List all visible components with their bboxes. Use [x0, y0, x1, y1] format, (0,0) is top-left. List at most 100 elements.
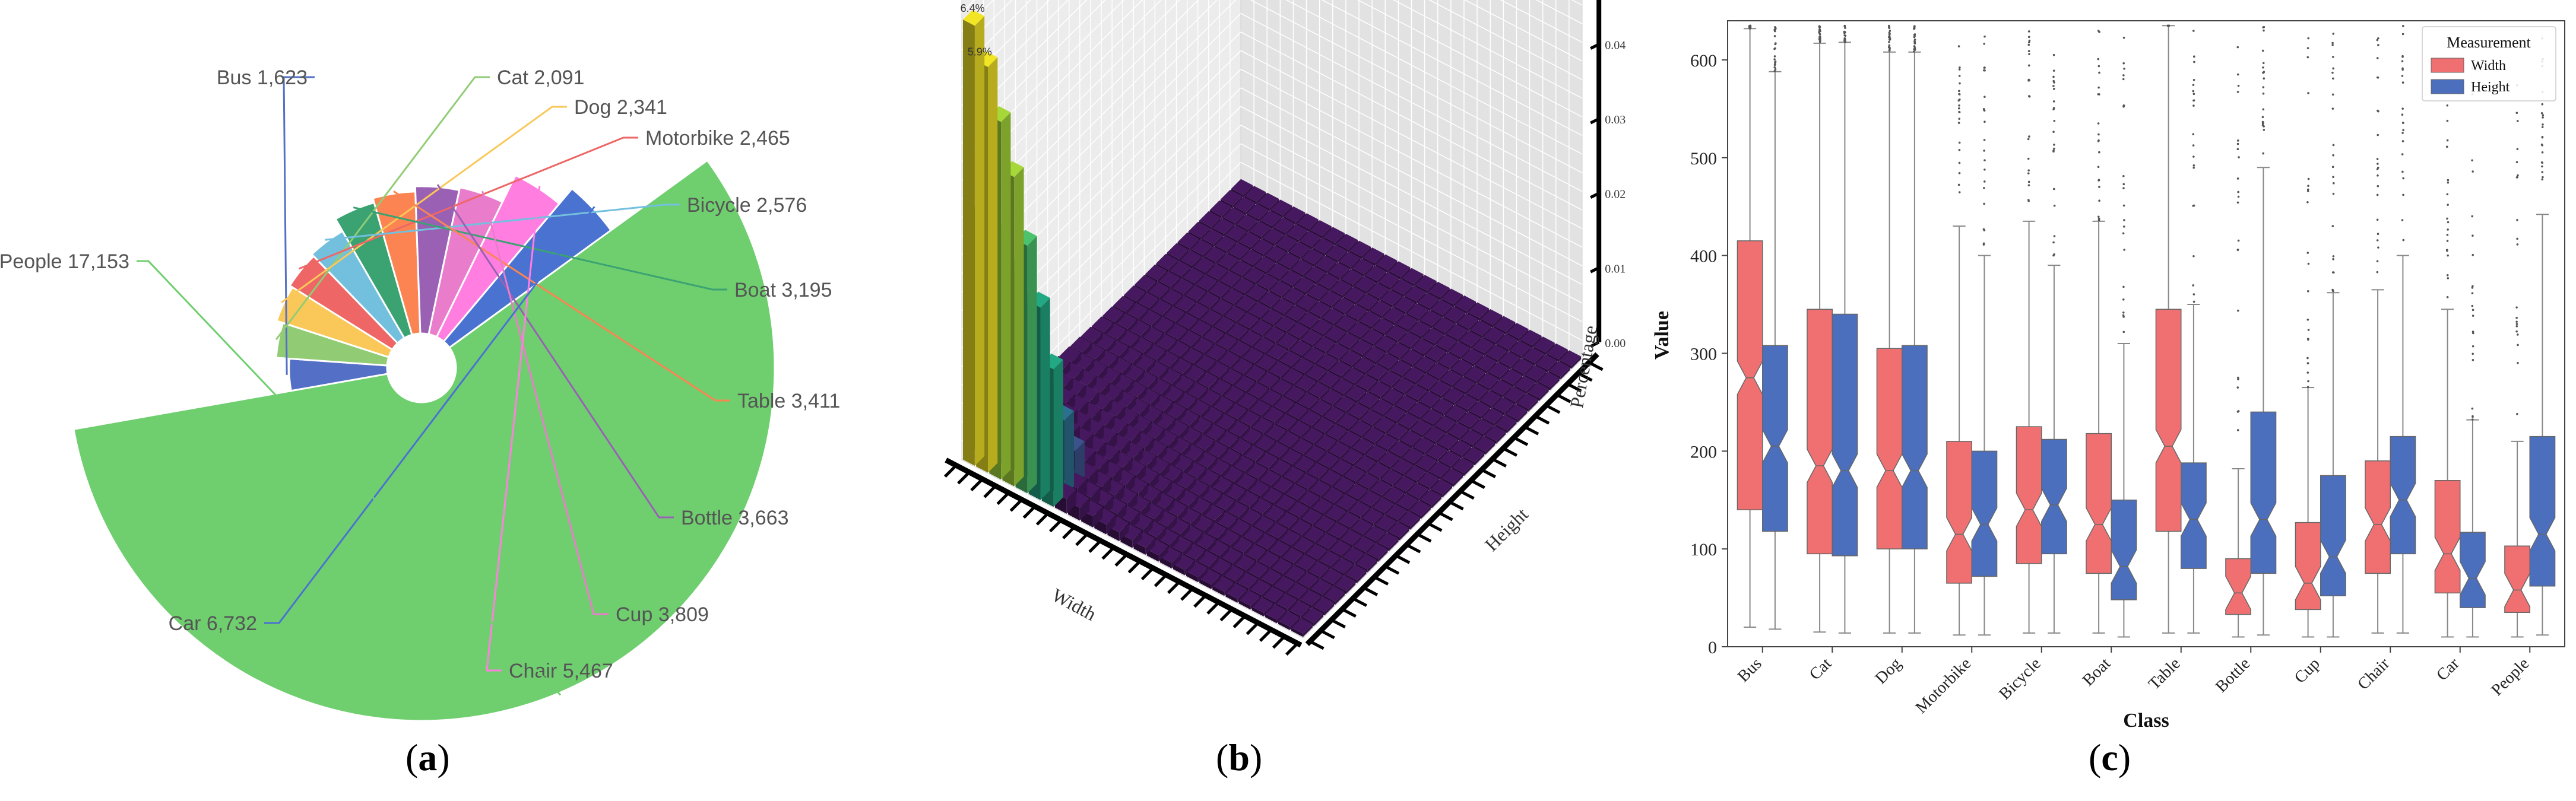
- rose-label-car: Car 6,732: [169, 612, 257, 635]
- caption-b-letter: b: [1228, 736, 1250, 778]
- plot-frame: [1727, 20, 2565, 647]
- box-width-people: [2504, 43, 2530, 638]
- y-tick-label-3: 300: [1690, 344, 1717, 364]
- bar-w12-h0: [1120, 524, 1142, 548]
- y-tick-label-2: 200: [1690, 442, 1717, 462]
- bar-w25-h0: [1291, 618, 1313, 637]
- box-width-car: [2434, 58, 2461, 638]
- width-axis-label: Width: [1048, 584, 1100, 625]
- rose-leader-bus: [283, 76, 315, 375]
- y-tick-label-4: 400: [1690, 247, 1717, 266]
- bar3d-chart: 6.4%5.9%0.000.010.020.030.040.050.06Widt…: [944, 0, 1626, 656]
- peak-label-2: 5.9%: [968, 46, 992, 58]
- z-tick-2: 0.02: [1605, 188, 1626, 201]
- box-height-chair: [2390, 25, 2416, 634]
- bar-w11-h0: [1107, 516, 1129, 541]
- z-tick-1: 0.01: [1605, 262, 1626, 275]
- y-tick-label-1: 100: [1690, 540, 1717, 560]
- box-width-table: [2155, 24, 2182, 634]
- y-tick-label-0: 0: [1708, 638, 1717, 657]
- x-tick-label-cat: Cat: [1806, 654, 1836, 684]
- rose-leader-motorbike: [299, 136, 638, 270]
- rose-leader-chair: [486, 186, 541, 672]
- rose-label-table: Table 3,411: [737, 390, 840, 412]
- box-height-car: [2460, 67, 2486, 638]
- box-height-bottle: [2250, 26, 2277, 636]
- rose-slice-people: [72, 159, 776, 722]
- rose-label-motorbike: Motorbike 2,465: [645, 127, 790, 150]
- legend-swatch-height: [2431, 79, 2464, 94]
- bars: [963, 9, 1581, 637]
- rose-label-chair: Chair 5,467: [509, 660, 613, 682]
- y-tick-label-6: 600: [1690, 51, 1717, 71]
- height-axis-label: Height: [1481, 504, 1532, 555]
- y-axis-label: Value: [1651, 311, 1673, 360]
- bar-w20-h0: [1225, 583, 1247, 603]
- box-height-table: [2181, 30, 2207, 634]
- box-width-chair: [2365, 37, 2391, 634]
- rose-label-cat: Cat 2,091: [497, 66, 584, 89]
- rose-label-people: People 17,153: [0, 250, 129, 273]
- z-tick-4: 0.04: [1605, 39, 1626, 52]
- caption-c-letter: c: [2101, 736, 2118, 778]
- y-tick-label-5: 500: [1690, 149, 1717, 169]
- box-height-people: [2529, 37, 2556, 636]
- legend: Measurement Width Height: [2422, 26, 2556, 101]
- rose-label-cup: Cup 3,809: [616, 603, 709, 626]
- bar-w22-h0: [1251, 597, 1273, 616]
- x-tick-label-bus: Bus: [1734, 654, 1766, 686]
- box-height-bus: [1762, 26, 1788, 630]
- bar-w24-h0: [1278, 611, 1300, 630]
- box-width-dog: [1876, 24, 1903, 634]
- z-tick-0: 0.00: [1605, 337, 1626, 350]
- x-tick-label-people: People: [2488, 654, 2533, 700]
- rose-chart: Bus 1,623 Cat 2,091 Dog 2,341 Motorbike 2,4…: [0, 66, 840, 722]
- axes: 0.000.010.020.030.040.050.06: [944, 0, 1626, 656]
- rose-leader-boat: [353, 206, 727, 291]
- x-tick-label-motorbike: Motorbike: [1912, 654, 1975, 717]
- box-height-boat: [2111, 36, 2137, 638]
- rose-label-boat: Boat 3,195: [734, 279, 832, 301]
- caption-a-letter: a: [418, 736, 438, 778]
- rose-chart-panel: Bus 1,623 Cat 2,091 Dog 2,341 Motorbike 2,4…: [0, 0, 861, 801]
- legend-title: Measurement: [2447, 34, 2531, 51]
- caption-a: (a): [405, 736, 450, 778]
- rose-leader-bicycle: [325, 204, 680, 241]
- x-tick-label-bottle: Bottle: [2212, 654, 2254, 696]
- bar-w13-h0: [1133, 532, 1155, 555]
- box-width-bicycle: [2016, 30, 2042, 634]
- box-width-motorbike: [1946, 45, 1972, 636]
- rose-leader-dog: [281, 106, 567, 304]
- caption-b: (b): [1216, 736, 1263, 778]
- bar-w21-h0: [1238, 590, 1260, 610]
- z-tick-3: 0.03: [1605, 113, 1626, 126]
- rose-label-bus: Bus 1,623: [217, 66, 308, 89]
- box-height-motorbike: [1971, 35, 1998, 636]
- box-height-bicycle: [2041, 53, 2067, 634]
- legend-label-height: Height: [2471, 80, 2510, 95]
- bar-w23-h0: [1265, 603, 1287, 624]
- bar-w19-h0: [1212, 576, 1234, 596]
- x-tick-label-chair: Chair: [2354, 654, 2393, 694]
- rose-label-bicycle: Bicycle 2,576: [687, 194, 807, 217]
- rose-leader-cup: [481, 190, 609, 615]
- rose-leader-car: [264, 206, 595, 624]
- rose-leader-people: [137, 260, 562, 696]
- legend-swatch-width: [2431, 58, 2464, 73]
- box-height-cat: [1832, 24, 1858, 634]
- box-width-bottle: [2225, 46, 2251, 638]
- rose-label-dog: Dog 2,341: [574, 96, 667, 119]
- box-width-bus: [1737, 24, 1763, 628]
- bar-w14-h0: [1146, 539, 1168, 562]
- x-tick-label-dog: Dog: [1872, 654, 1905, 688]
- rose-label-bottle: Bottle 3,663: [681, 507, 788, 529]
- box-width-cat: [1807, 25, 1833, 633]
- caption-c: (c): [2089, 736, 2131, 778]
- x-axis-label: Class: [2123, 710, 2169, 732]
- box-height-cup: [2320, 33, 2346, 638]
- bar-w18-h0: [1199, 568, 1221, 589]
- x-tick-label-cup: Cup: [2291, 654, 2324, 687]
- peak-label-1: 6.4%: [961, 2, 985, 14]
- boxplot-chart-panel: 0 100 200 300 400 500 600 Value Class Bus Cat Dog Mo…: [1633, 0, 2576, 801]
- bar-w17-h0: [1186, 561, 1208, 583]
